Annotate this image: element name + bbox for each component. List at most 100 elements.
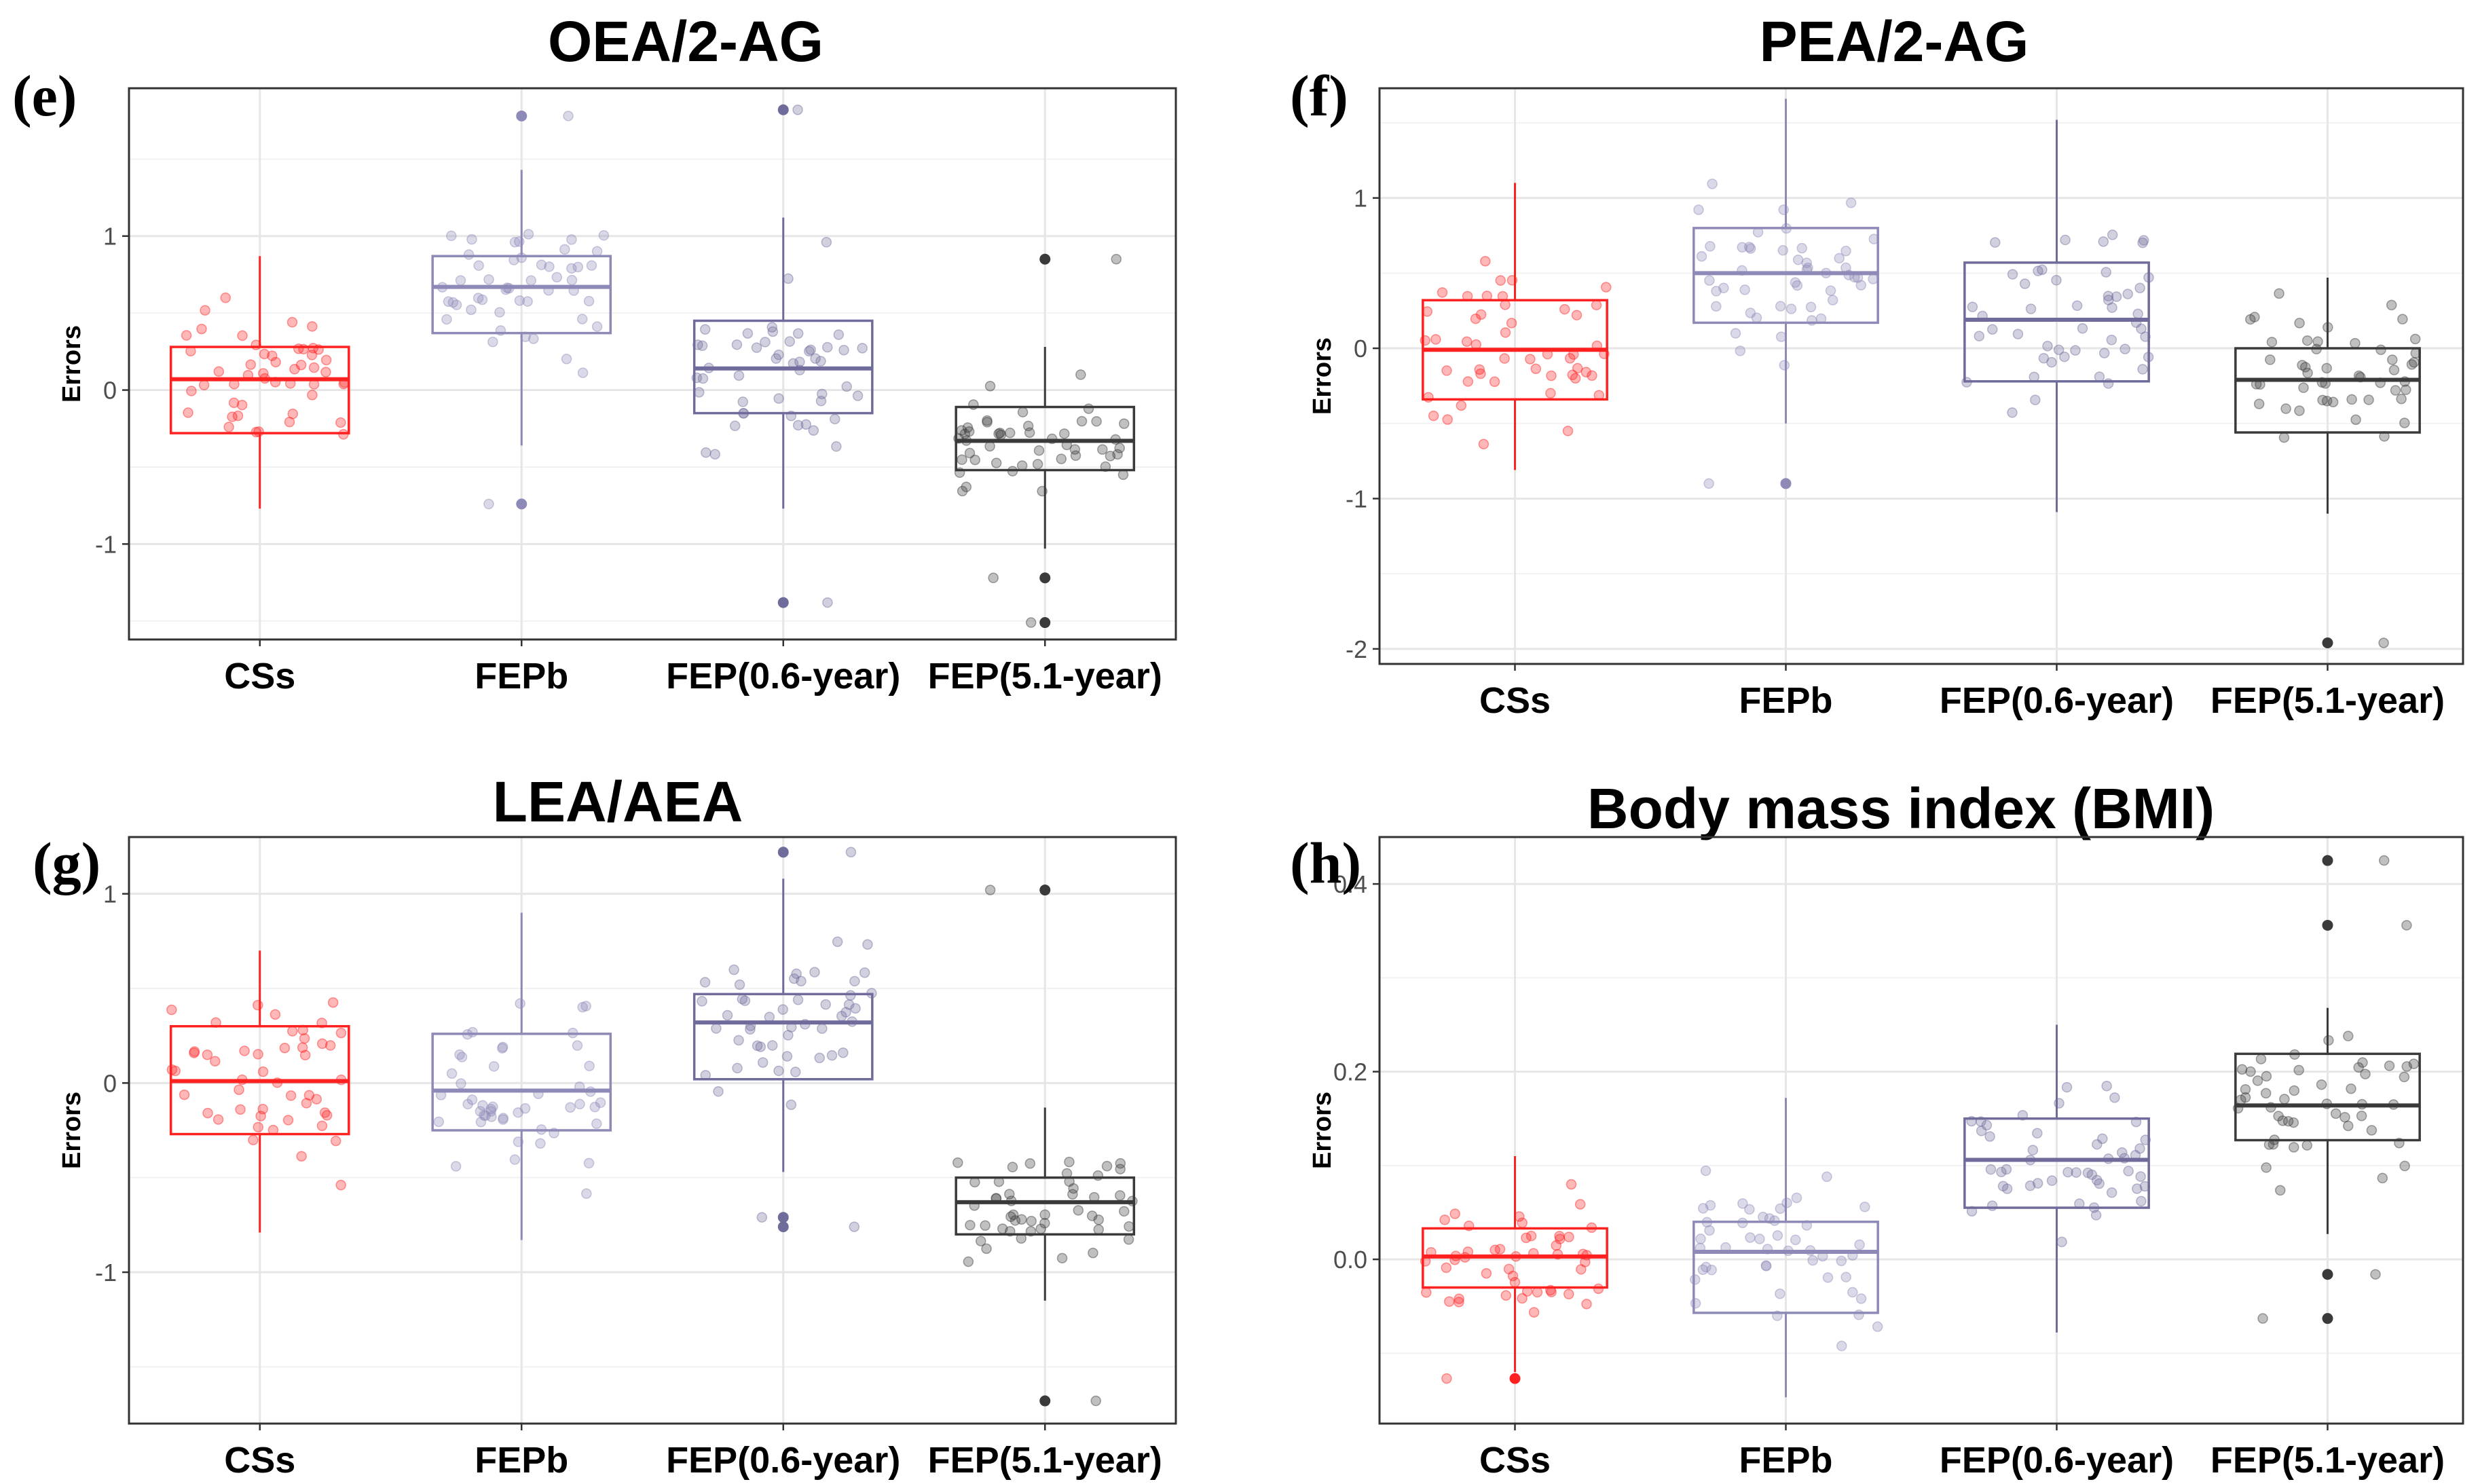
jitter-point [2086, 1169, 2098, 1181]
jitter-point [1083, 403, 1094, 414]
jitter-point [289, 364, 300, 375]
jitter-point [1521, 1232, 1532, 1244]
jitter-point [245, 359, 257, 370]
jitter-point [2019, 278, 2031, 289]
jitter-point [792, 105, 803, 115]
jitter-point [1825, 285, 1836, 296]
jitter-point [731, 339, 743, 350]
jitter-point [1985, 1164, 1997, 1175]
outlier-point [1780, 478, 1792, 489]
jitter-point [1696, 251, 1707, 262]
box-group-2 [1692, 98, 1880, 489]
jitter-point [2056, 1236, 2067, 1248]
x-tick-label: FEP(0.6-year) [1940, 1440, 2174, 1481]
jitter-point [1010, 1215, 1021, 1226]
jitter-point [1546, 1286, 1557, 1297]
plot-border [128, 87, 1177, 641]
jitter-point [2103, 295, 2114, 305]
box-group-4 [953, 253, 1136, 629]
jitter-point [2260, 1088, 2272, 1099]
jitter-point [2294, 318, 2305, 329]
jitter-point [1115, 1157, 1126, 1169]
jitter-point [773, 1065, 784, 1077]
jitter-point [849, 976, 860, 987]
jitter-point [783, 273, 794, 284]
jitter-point [1124, 1221, 1134, 1232]
jitter-point [1093, 1214, 1104, 1225]
jitter-point [2082, 1167, 2094, 1179]
jitter-point [1551, 1240, 1561, 1251]
jitter-point [742, 328, 754, 339]
jitter-point [830, 413, 840, 425]
jitter-point [2046, 1175, 2058, 1186]
jitter-point [2098, 348, 2110, 358]
jitter-point [792, 420, 804, 431]
jitter-point [1119, 1206, 1130, 1217]
outlier-point [516, 498, 528, 510]
jitter-point [591, 321, 603, 332]
jitter-point [1056, 453, 1067, 464]
jitter-point [2386, 299, 2397, 311]
jitter-point [1481, 1268, 1492, 1279]
jitter-point [2399, 418, 2410, 428]
jitter-point [473, 293, 484, 303]
jitter-point [497, 1043, 508, 1054]
jitter-point [1996, 1166, 2007, 1178]
jitter-point [2360, 1069, 2371, 1079]
jitter-point [1822, 1272, 1834, 1283]
jitter-point [525, 275, 537, 286]
jitter-point [841, 381, 852, 392]
jitter-point [760, 337, 771, 348]
jitter-point [1698, 1203, 1709, 1214]
x-tick-label: FEPb [475, 1440, 568, 1481]
jitter-point [253, 1121, 264, 1133]
jitter-point [595, 1097, 606, 1109]
jitter-point [1827, 295, 1838, 305]
jitter-point [771, 353, 782, 364]
jitter-point [202, 1107, 213, 1119]
jitter-point [1091, 415, 1102, 427]
jitter-point [821, 237, 832, 248]
box-iqr [955, 1176, 1136, 1236]
jitter-point [1707, 179, 1718, 189]
box-iqr [1963, 261, 2150, 383]
jitter-point [1114, 443, 1125, 453]
jitter-point [1500, 1290, 1512, 1301]
jitter-point [1781, 1198, 1792, 1208]
jitter-point [2103, 291, 2114, 301]
box-iqr [169, 346, 350, 434]
jitter-point [1500, 327, 1511, 338]
jitter-point [559, 244, 570, 255]
jitter-point [477, 294, 488, 305]
jitter-point [1872, 1321, 1883, 1333]
jitter-point [2001, 1183, 2013, 1194]
box-iqr [1692, 1221, 1879, 1314]
jitter-point [980, 1220, 991, 1231]
jitter-point [566, 263, 577, 274]
jitter-point [984, 441, 995, 452]
jitter-point [1730, 328, 1741, 339]
jitter-point [551, 272, 563, 283]
jitter-point [1836, 1340, 1847, 1352]
jitter-point [2240, 1083, 2251, 1095]
jitter-point [598, 229, 610, 241]
jitter-point [297, 1042, 308, 1053]
jitter-point [831, 441, 842, 452]
jitter-point [1528, 1307, 1540, 1318]
outlier-point [1039, 1395, 1051, 1407]
jitter-point [804, 346, 815, 357]
jitter-point [566, 234, 577, 245]
jitter-point [487, 336, 498, 348]
jitter-point [1507, 1270, 1519, 1282]
x-tick-label: FEPb [475, 656, 568, 697]
plot-background [1380, 88, 2463, 664]
jitter-point [956, 425, 967, 436]
jitter-point [456, 1078, 466, 1089]
jitter-point [1503, 1263, 1515, 1275]
jitter-point [845, 990, 856, 1001]
jitter-point [1439, 1214, 1450, 1225]
jitter-point [1775, 301, 1786, 312]
jitter-point [766, 322, 778, 333]
jitter-point [2257, 1313, 2268, 1324]
jitter-point [450, 1161, 462, 1172]
